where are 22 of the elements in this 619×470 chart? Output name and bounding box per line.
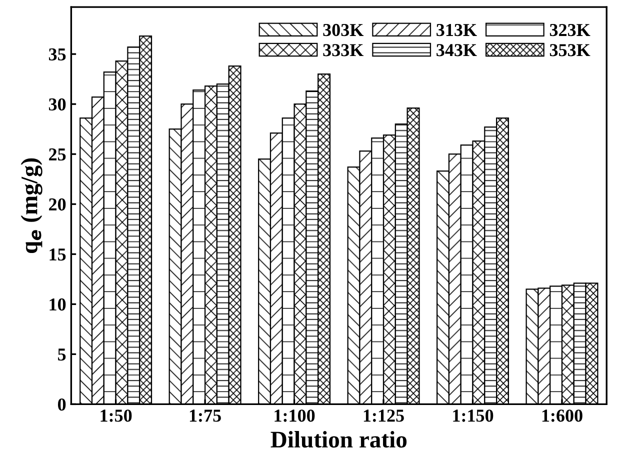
legend-label: 333K [323, 44, 364, 56]
y-tick-label: 35 [48, 48, 66, 61]
legend-label: 353K [550, 44, 590, 56]
x-tick-label: 1:100 [274, 410, 315, 422]
y-tick-label: 0 [58, 398, 66, 411]
legend-label: 323K [550, 24, 590, 36]
y-tick-label: 15 [50, 248, 66, 261]
y-tick-label: 10 [50, 298, 66, 311]
legend-label: 313K [436, 24, 477, 36]
x-tick-label: 1:50 [100, 410, 132, 422]
legend-label: 343K [436, 44, 477, 56]
x-tick-label: 1:600 [542, 410, 582, 422]
x-tick-label: 1:75 [190, 410, 221, 422]
x-axis-title: Dilution ratio [270, 430, 407, 448]
y-axis-title: q$_{e}$ (mg/g) [20, 158, 42, 254]
y-tick-label: 25 [49, 148, 66, 161]
legend-label: 303K [323, 24, 364, 36]
y-tick-label: 20 [49, 198, 66, 211]
y-tick-label: 30 [48, 98, 66, 111]
y-tick-label: 5 [58, 348, 66, 361]
x-tick-label: 1:125 [364, 410, 404, 422]
x-tick-label: 1:150 [453, 410, 494, 422]
